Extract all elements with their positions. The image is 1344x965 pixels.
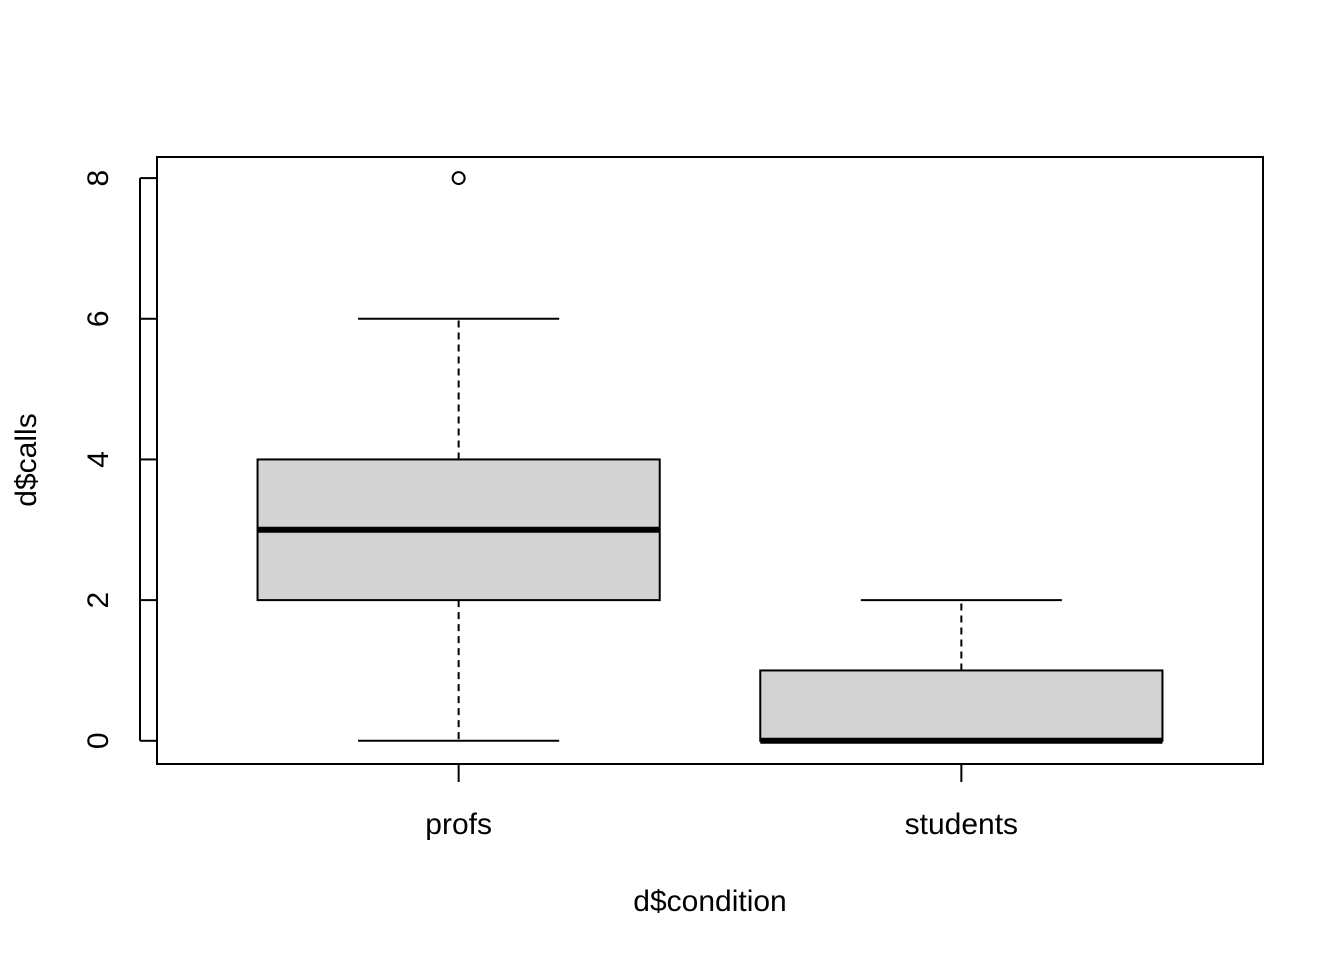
x-axis: profs students: [425, 765, 1018, 841]
y-tick-label: 2: [82, 592, 115, 609]
y-tick-label: 8: [82, 170, 115, 187]
y-axis: 0 2 4 6 8: [82, 170, 156, 749]
x-tick-label-students: students: [905, 808, 1018, 841]
x-tick-label-profs: profs: [425, 808, 492, 841]
outlier-point: [451, 171, 466, 186]
box-group-profs: [256, 171, 661, 742]
y-axis-title: d$calls: [10, 413, 43, 506]
boxes-layer: [256, 171, 1164, 744]
y-tick-label: 0: [82, 732, 115, 749]
y-tick-label: 4: [82, 451, 115, 468]
box-iqr: [759, 669, 1164, 742]
x-axis-title: d$condition: [633, 885, 786, 918]
y-tick-label: 6: [82, 310, 115, 327]
box-group-students: [759, 599, 1164, 744]
plot-frame: [156, 156, 1264, 765]
